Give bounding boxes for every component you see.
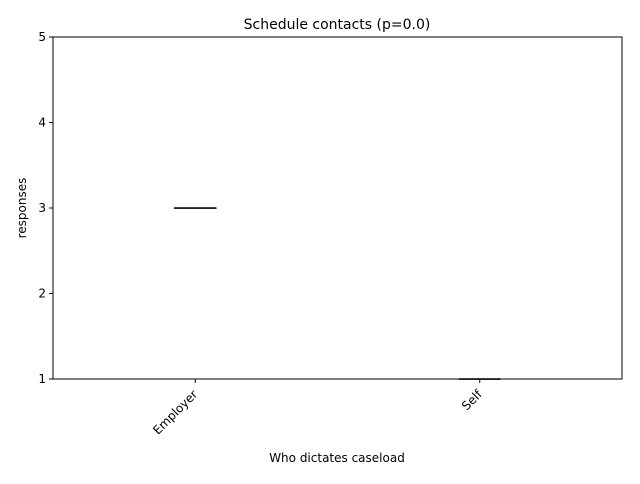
plot-frame [52, 36, 623, 380]
x-axis-label: Who dictates caseload [269, 451, 405, 465]
y-tick-label: 1 [38, 372, 46, 386]
y-tick-label: 4 [38, 116, 46, 130]
x-tick-label: Self [459, 387, 485, 413]
chart-title: Schedule contacts (p=0.0) [244, 17, 431, 33]
y-tick-label: 3 [38, 201, 46, 215]
x-tick-label: Employer [150, 387, 200, 437]
box-series [173, 207, 502, 380]
y-tick-label: 2 [38, 287, 46, 301]
y-axis: 1 2 3 4 5 [38, 30, 53, 386]
y-tick-label: 5 [38, 30, 46, 44]
y-axis-label: responses [15, 178, 29, 239]
x-axis: Employer Self [150, 379, 485, 437]
